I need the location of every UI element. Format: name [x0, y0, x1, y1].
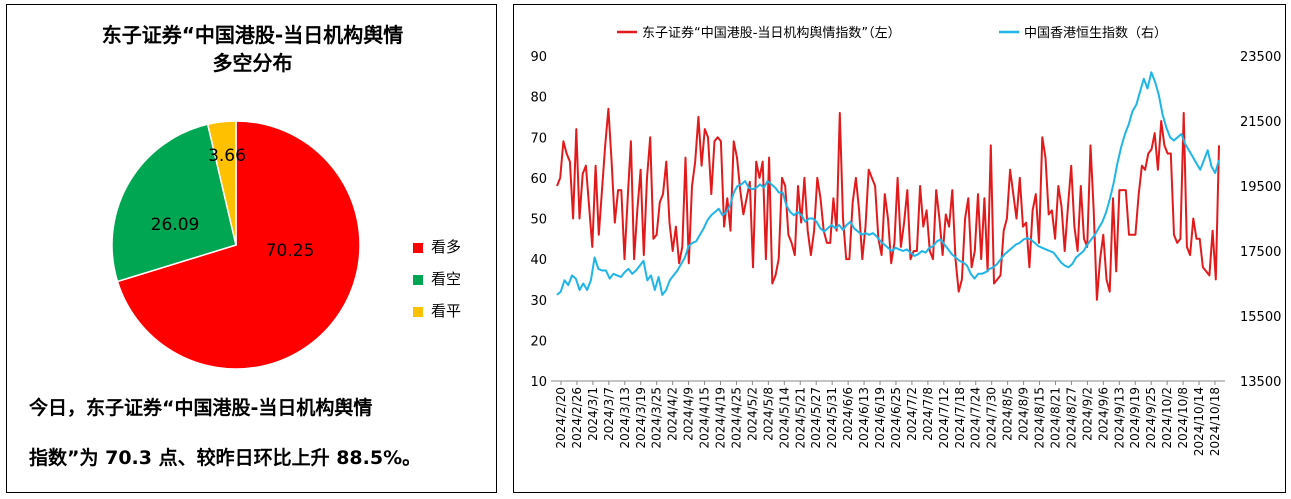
x-tick-label: 2024/3/19 — [634, 387, 648, 449]
y-right-tick-label: 21500 — [1240, 115, 1281, 130]
summary-line1: 今日，东子证券“中国港股-当日机构舆情 — [29, 397, 373, 419]
x-tick-label: 2024/9/19 — [1128, 387, 1142, 449]
y-left-tick-label: 50 — [530, 213, 547, 228]
y-left-tick-label: 80 — [530, 91, 547, 106]
x-tick-label: 2024/5/2 — [745, 387, 759, 441]
x-tick-label: 2024/7/18 — [953, 387, 967, 449]
x-tick-label: 2024/4/9 — [682, 387, 696, 441]
legend-label-neutral: 看平 — [431, 302, 462, 320]
x-tick-label: 2024/9/13 — [1112, 387, 1126, 449]
legend-label-sentiment: 东子证券“中国港股-当日机构舆情指数”（左） — [642, 25, 901, 41]
x-tick-label: 2024/10/8 — [1176, 387, 1190, 449]
x-tick-label: 2024/8/27 — [1064, 387, 1078, 449]
x-tick-label: 2024/10/18 — [1208, 387, 1222, 456]
x-tick-label: 2024/3/25 — [650, 387, 664, 449]
x-tick-label: 2024/9/6 — [1096, 387, 1110, 441]
x-tick-label: 2024/7/30 — [985, 387, 999, 449]
x-tick-label: 2024/3/1 — [586, 387, 600, 441]
x-tick-label: 2024/6/19 — [873, 387, 887, 449]
series-line-sentiment — [556, 107, 1220, 301]
x-tick-label: 2024/5/27 — [809, 387, 823, 449]
y-right-tick-label: 23500 — [1240, 50, 1281, 65]
pie-slice-bear-label: 26.09 — [151, 215, 200, 235]
x-tick-label: 2024/10/14 — [1192, 387, 1206, 456]
line-chart: 东子证券“中国港股-当日机构舆情指数”（左） 中国香港恒生指数（右） 10 20 3… — [530, 25, 1281, 456]
x-tick-label: 2024/8/15 — [1033, 387, 1047, 449]
pie-title-line2: 多空分布 — [212, 51, 293, 75]
legend-swatch-neutral — [413, 306, 423, 317]
y-left-tick-label: 20 — [530, 334, 547, 349]
x-tick-label: 2024/5/8 — [761, 387, 775, 441]
pie-panel: 东子证券“中国港股-当日机构舆情 多空分布 70.25 26.09 3.66 看多 … — [6, 4, 497, 493]
pie-chart: 70.25 26.09 3.66 — [111, 120, 361, 370]
y-left-tick-label: 30 — [530, 294, 547, 309]
x-tick-label: 2024/6/13 — [857, 387, 871, 449]
x-tick-label: 2024/4/25 — [729, 387, 743, 449]
x-tick-label: 2024/4/2 — [666, 387, 680, 441]
y-right-tick-label: 13500 — [1240, 375, 1281, 390]
x-tick-label: 2024/8/9 — [1017, 387, 1031, 441]
pie-title-line1: 东子证券“中国港股-当日机构舆情 — [101, 23, 404, 47]
x-tick-label: 2024/3/13 — [618, 387, 632, 449]
x-tick-label: 2024/6/6 — [841, 387, 855, 441]
x-tick-label: 2024/7/12 — [937, 387, 951, 449]
x-tick-label: 2024/2/26 — [570, 387, 584, 449]
y-left-tick-label: 90 — [530, 50, 547, 65]
pie-slice-neutral-label: 3.66 — [208, 146, 246, 166]
legend-label-bull: 看多 — [431, 238, 462, 256]
pie-slice-bull-label: 70.25 — [266, 241, 315, 261]
x-tick-label: 2024/10/2 — [1160, 387, 1174, 449]
x-tick-label: 2024/9/25 — [1144, 387, 1158, 449]
legend-item-bull: 看多 — [413, 236, 461, 257]
x-tick-label: 2024/4/19 — [714, 387, 728, 449]
summary-line2: 指数”为 70.3 点、较昨日环比上升 88.5%。 — [29, 447, 422, 469]
legend-item-neutral: 看平 — [413, 300, 461, 321]
x-tick-label: 2024/5/14 — [777, 387, 791, 449]
series-line-hsi — [556, 71, 1220, 296]
y-right-tick-label: 17500 — [1240, 245, 1281, 260]
x-tick-label: 2024/8/5 — [1001, 387, 1015, 441]
x-tick-label: 2024/6/25 — [889, 387, 903, 449]
x-tick-label: 2024/9/2 — [1080, 387, 1094, 441]
x-tick-label: 2024/4/15 — [698, 387, 712, 449]
legend-label-hsi: 中国香港恒生指数（右） — [1024, 26, 1167, 41]
x-tick-label: 2024/2/20 — [554, 387, 568, 449]
x-tick-label: 2024/7/24 — [969, 387, 983, 449]
legend-swatch-bear — [413, 274, 423, 285]
x-tick-label: 2024/5/31 — [825, 387, 839, 449]
legend-swatch-bull — [413, 242, 423, 253]
y-left-tick-label: 10 — [530, 375, 547, 390]
x-tick-label: 2024/8/21 — [1048, 387, 1062, 449]
line-chart-panel: 东子证券“中国港股-当日机构舆情指数”（左） 中国香港恒生指数（右） 10 20 3… — [513, 4, 1286, 493]
x-tick-label: 2024/7/2 — [905, 387, 919, 441]
x-tick-label: 2024/7/8 — [921, 387, 935, 441]
legend-label-bear: 看空 — [431, 270, 462, 288]
y-right-tick-label: 19500 — [1240, 180, 1281, 195]
y-left-tick-label: 70 — [530, 131, 547, 146]
pie-slice-bear — [111, 123, 237, 283]
y-right-tick-label: 15500 — [1240, 310, 1281, 325]
y-left-tick-label: 60 — [530, 172, 547, 187]
x-tick-label: 2024/5/21 — [793, 387, 807, 449]
pie-slice-bull — [116, 120, 361, 370]
x-tick-label: 2024/3/7 — [602, 387, 616, 441]
y-left-tick-label: 40 — [530, 253, 547, 268]
legend-item-bear: 看空 — [413, 268, 461, 289]
pie-slice-neutral — [206, 120, 237, 246]
